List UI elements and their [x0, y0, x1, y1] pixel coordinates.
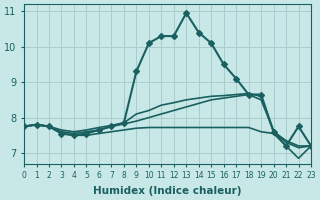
X-axis label: Humidex (Indice chaleur): Humidex (Indice chaleur) — [93, 186, 242, 196]
